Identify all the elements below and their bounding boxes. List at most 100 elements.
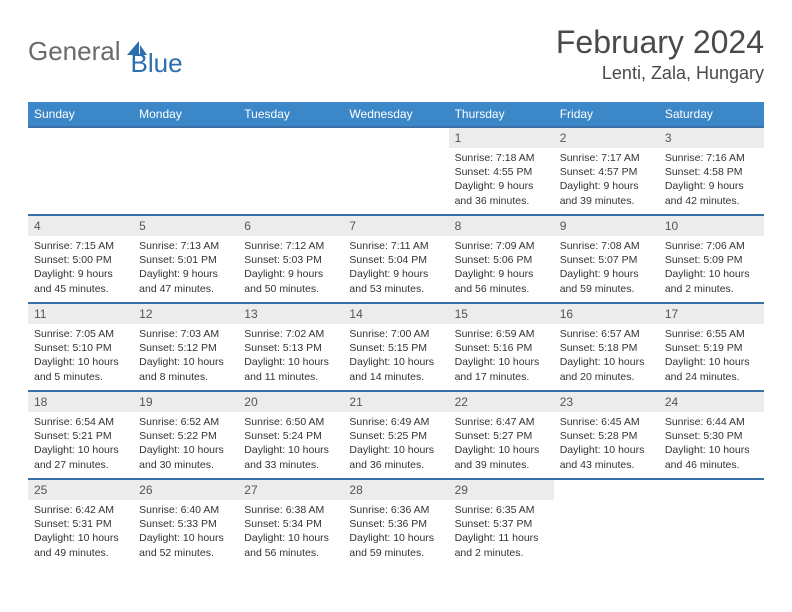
day-cell-10: 10Sunrise: 7:06 AMSunset: 5:09 PMDayligh…: [659, 215, 764, 303]
detail-line: Sunrise: 7:18 AM: [455, 151, 548, 165]
day-details: Sunrise: 6:38 AMSunset: 5:34 PMDaylight:…: [238, 500, 343, 566]
detail-line: Daylight: 10 hours: [34, 531, 127, 545]
detail-line: Sunrise: 7:02 AM: [244, 327, 337, 341]
detail-line: Sunset: 4:58 PM: [665, 165, 758, 179]
detail-line: Daylight: 10 hours: [34, 443, 127, 457]
day-cell-11: 11Sunrise: 7:05 AMSunset: 5:10 PMDayligh…: [28, 303, 133, 391]
detail-line: Sunrise: 7:05 AM: [34, 327, 127, 341]
date-number: 7: [343, 216, 448, 236]
date-number: 3: [659, 128, 764, 148]
week-row: 18Sunrise: 6:54 AMSunset: 5:21 PMDayligh…: [28, 391, 764, 479]
detail-line: Sunset: 5:09 PM: [665, 253, 758, 267]
day-header-monday: Monday: [133, 102, 238, 127]
day-cell-12: 12Sunrise: 7:03 AMSunset: 5:12 PMDayligh…: [133, 303, 238, 391]
day-cell-5: 5Sunrise: 7:13 AMSunset: 5:01 PMDaylight…: [133, 215, 238, 303]
detail-line: Sunset: 5:36 PM: [349, 517, 442, 531]
detail-line: Daylight: 9 hours: [244, 267, 337, 281]
detail-line: and 17 minutes.: [455, 370, 548, 384]
detail-line: Sunset: 5:34 PM: [244, 517, 337, 531]
date-number: 8: [449, 216, 554, 236]
day-details: Sunrise: 7:18 AMSunset: 4:55 PMDaylight:…: [449, 148, 554, 214]
day-details: Sunrise: 6:47 AMSunset: 5:27 PMDaylight:…: [449, 412, 554, 478]
detail-line: and 8 minutes.: [139, 370, 232, 384]
day-cell-26: 26Sunrise: 6:40 AMSunset: 5:33 PMDayligh…: [133, 479, 238, 567]
day-cell-23: 23Sunrise: 6:45 AMSunset: 5:28 PMDayligh…: [554, 391, 659, 479]
day-cell-3: 3Sunrise: 7:16 AMSunset: 4:58 PMDaylight…: [659, 127, 764, 215]
day-details: Sunrise: 7:12 AMSunset: 5:03 PMDaylight:…: [238, 236, 343, 302]
day-cell-17: 17Sunrise: 6:55 AMSunset: 5:19 PMDayligh…: [659, 303, 764, 391]
day-header-row: SundayMondayTuesdayWednesdayThursdayFrid…: [28, 102, 764, 127]
detail-line: Sunrise: 6:35 AM: [455, 503, 548, 517]
date-number: 15: [449, 304, 554, 324]
day-cell-19: 19Sunrise: 6:52 AMSunset: 5:22 PMDayligh…: [133, 391, 238, 479]
date-number: 28: [343, 480, 448, 500]
detail-line: Sunset: 5:21 PM: [34, 429, 127, 443]
day-cell-6: 6Sunrise: 7:12 AMSunset: 5:03 PMDaylight…: [238, 215, 343, 303]
detail-line: Sunset: 5:07 PM: [560, 253, 653, 267]
location: Lenti, Zala, Hungary: [556, 63, 764, 84]
detail-line: Sunrise: 7:09 AM: [455, 239, 548, 253]
detail-line: and 43 minutes.: [560, 458, 653, 472]
detail-line: Sunset: 5:16 PM: [455, 341, 548, 355]
detail-line: Sunset: 5:13 PM: [244, 341, 337, 355]
detail-line: Daylight: 10 hours: [139, 531, 232, 545]
date-number: 4: [28, 216, 133, 236]
day-cell-8: 8Sunrise: 7:09 AMSunset: 5:06 PMDaylight…: [449, 215, 554, 303]
logo-text-blue: Blue: [131, 48, 183, 79]
date-number: 29: [449, 480, 554, 500]
detail-line: Daylight: 9 hours: [665, 179, 758, 193]
day-details: Sunrise: 7:00 AMSunset: 5:15 PMDaylight:…: [343, 324, 448, 390]
date-number: 1: [449, 128, 554, 148]
detail-line: Sunrise: 7:13 AM: [139, 239, 232, 253]
detail-line: Sunset: 5:25 PM: [349, 429, 442, 443]
detail-line: and 50 minutes.: [244, 282, 337, 296]
day-header-friday: Friday: [554, 102, 659, 127]
detail-line: Sunrise: 6:52 AM: [139, 415, 232, 429]
detail-line: Sunset: 5:06 PM: [455, 253, 548, 267]
day-cell-25: 25Sunrise: 6:42 AMSunset: 5:31 PMDayligh…: [28, 479, 133, 567]
detail-line: and 14 minutes.: [349, 370, 442, 384]
day-cell-20: 20Sunrise: 6:50 AMSunset: 5:24 PMDayligh…: [238, 391, 343, 479]
date-number: 21: [343, 392, 448, 412]
detail-line: Sunrise: 6:36 AM: [349, 503, 442, 517]
detail-line: Sunrise: 7:17 AM: [560, 151, 653, 165]
detail-line: and 11 minutes.: [244, 370, 337, 384]
detail-line: Sunset: 5:31 PM: [34, 517, 127, 531]
date-number: 23: [554, 392, 659, 412]
detail-line: Daylight: 10 hours: [349, 531, 442, 545]
detail-line: Sunset: 5:22 PM: [139, 429, 232, 443]
day-details: Sunrise: 7:17 AMSunset: 4:57 PMDaylight:…: [554, 148, 659, 214]
detail-line: Daylight: 10 hours: [560, 355, 653, 369]
detail-line: Sunrise: 6:57 AM: [560, 327, 653, 341]
day-header-tuesday: Tuesday: [238, 102, 343, 127]
empty-cell: [659, 479, 764, 567]
detail-line: Sunset: 5:04 PM: [349, 253, 442, 267]
detail-line: and 5 minutes.: [34, 370, 127, 384]
day-header-sunday: Sunday: [28, 102, 133, 127]
detail-line: and 39 minutes.: [455, 458, 548, 472]
detail-line: Sunrise: 6:44 AM: [665, 415, 758, 429]
detail-line: Sunrise: 7:03 AM: [139, 327, 232, 341]
day-header-thursday: Thursday: [449, 102, 554, 127]
date-number: 9: [554, 216, 659, 236]
day-cell-9: 9Sunrise: 7:08 AMSunset: 5:07 PMDaylight…: [554, 215, 659, 303]
day-cell-2: 2Sunrise: 7:17 AMSunset: 4:57 PMDaylight…: [554, 127, 659, 215]
detail-line: Sunset: 5:33 PM: [139, 517, 232, 531]
detail-line: Daylight: 10 hours: [244, 355, 337, 369]
month-title: February 2024: [556, 24, 764, 61]
detail-line: Sunset: 5:01 PM: [139, 253, 232, 267]
detail-line: and 2 minutes.: [665, 282, 758, 296]
detail-line: Sunrise: 6:45 AM: [560, 415, 653, 429]
day-header-saturday: Saturday: [659, 102, 764, 127]
detail-line: and 36 minutes.: [455, 194, 548, 208]
day-cell-18: 18Sunrise: 6:54 AMSunset: 5:21 PMDayligh…: [28, 391, 133, 479]
detail-line: Sunrise: 6:54 AM: [34, 415, 127, 429]
detail-line: and 36 minutes.: [349, 458, 442, 472]
day-cell-15: 15Sunrise: 6:59 AMSunset: 5:16 PMDayligh…: [449, 303, 554, 391]
detail-line: Daylight: 10 hours: [139, 355, 232, 369]
empty-cell: [343, 127, 448, 215]
detail-line: Daylight: 10 hours: [139, 443, 232, 457]
detail-line: Daylight: 11 hours: [455, 531, 548, 545]
detail-line: Sunset: 5:30 PM: [665, 429, 758, 443]
detail-line: Daylight: 10 hours: [349, 355, 442, 369]
